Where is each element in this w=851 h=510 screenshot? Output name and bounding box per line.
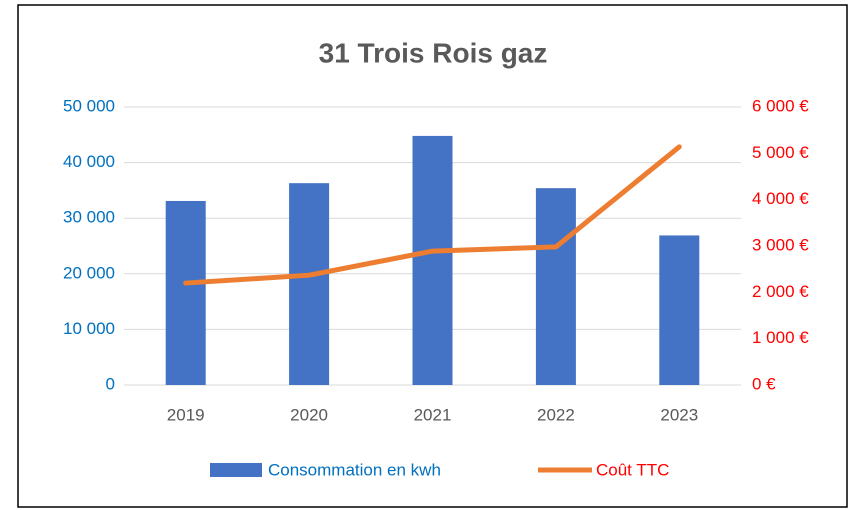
y2-tick-label: 5 000 €: [752, 143, 809, 162]
y-tick-label: 30 000: [63, 208, 115, 227]
y2-tick-label: 3 000 €: [752, 235, 809, 254]
x-tick-label: 2019: [167, 405, 205, 424]
y-tick-label: 0: [106, 374, 115, 393]
legend-swatch: [210, 463, 262, 477]
bar: [412, 135, 453, 385]
bar: [659, 235, 700, 385]
bar: [535, 188, 576, 385]
legend-label: Consommation en kwh: [268, 460, 441, 479]
y-tick-label: 10 000: [63, 319, 115, 338]
y-tick-label: 40 000: [63, 152, 115, 171]
bar: [165, 200, 206, 385]
y2-tick-label: 2 000 €: [752, 282, 809, 301]
line: [183, 144, 682, 286]
y-tick-label: 50 000: [63, 96, 115, 115]
legend-label: Coût TTC: [596, 460, 669, 479]
y2-tick-label: 6 000 €: [752, 96, 809, 115]
x-tick-label: 2021: [414, 405, 452, 424]
chart-title: 31 Trois Rois gaz: [319, 37, 548, 68]
bar: [289, 183, 330, 385]
y2-tick-label: 1 000 €: [752, 328, 809, 347]
y2-tick-label: 4 000 €: [752, 189, 809, 208]
x-tick-label: 2022: [537, 405, 575, 424]
x-tick-label: 2023: [660, 405, 698, 424]
y2-tick-label: 0 €: [752, 374, 776, 393]
x-tick-label: 2020: [290, 405, 328, 424]
y-tick-label: 20 000: [63, 263, 115, 282]
